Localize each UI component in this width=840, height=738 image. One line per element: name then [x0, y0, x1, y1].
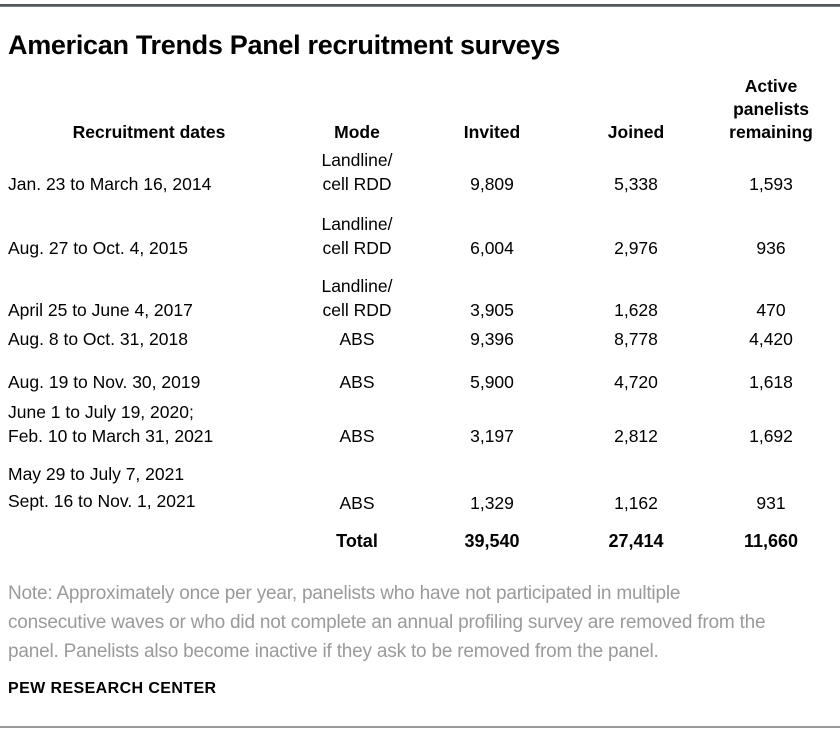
table-row: April 25 to June 4, 2017 Landline/ cell …: [8, 260, 830, 322]
header-mode: Mode: [334, 122, 380, 142]
invited-cell: 1,329: [470, 493, 514, 513]
joined-cell: 1,628: [614, 300, 658, 320]
table-row: Aug. 8 to Oct. 31, 2018 ABS 9,396 8,778 …: [8, 322, 830, 351]
mode-cell: ABS: [339, 372, 375, 392]
invited-cell: 9,396: [470, 329, 514, 349]
dates-cell: Aug. 27 to Oct. 4, 2015: [8, 238, 188, 258]
header-joined: Joined: [607, 122, 665, 142]
active-cell: 936: [756, 238, 786, 258]
table-row: June 1 to July 19, 2020; Feb. 10 to Marc…: [8, 394, 830, 448]
top-divider-rule: [0, 4, 840, 7]
invited-cell: 3,905: [470, 300, 514, 320]
total-label: Total: [336, 531, 378, 551]
active-cell: 1,593: [749, 174, 793, 194]
joined-cell: 2,812: [614, 426, 658, 446]
recruitment-surveys-table: Recruitment dates Mode Invited Joined Ac…: [8, 75, 830, 553]
active-cell: 1,692: [749, 426, 793, 446]
joined-cell: 5,338: [614, 174, 658, 194]
active-cell: 1,618: [749, 372, 793, 392]
dates-cell: [8, 515, 290, 553]
table-row: Aug. 19 to Nov. 30, 2019 ABS 5,900 4,720…: [8, 351, 830, 394]
mode-cell: Landline/ cell RDD: [321, 150, 393, 194]
header-active-panelists-remaining: Active panelists remaining: [729, 76, 813, 142]
mode-cell: ABS: [339, 426, 375, 446]
invited-cell: 6,004: [470, 238, 514, 258]
table-header: Recruitment dates Mode Invited Joined Ac…: [8, 75, 830, 144]
active-cell: 4,420: [749, 329, 793, 349]
page-title: American Trends Panel recruitment survey…: [8, 30, 560, 60]
active-cell: 470: [756, 300, 786, 320]
dates-cell: April 25 to June 4, 2017: [8, 300, 193, 320]
dates-cell: June 1 to July 19, 2020; Feb. 10 to Marc…: [8, 402, 214, 446]
table-row: Jan. 23 to March 16, 2014 Landline/ cell…: [8, 144, 830, 196]
header-invited: Invited: [463, 122, 521, 142]
invited-cell: 5,900: [470, 372, 514, 392]
mode-cell: Landline/ cell RDD: [321, 276, 393, 320]
invited-cell: 3,197: [470, 426, 514, 446]
dates-cell: May 29 to July 7, 2021 Sept. 16 to Nov. …: [8, 464, 196, 511]
active-total-cell: 11,660: [743, 531, 799, 551]
invited-cell: 9,809: [470, 174, 514, 194]
mode-cell: Landline/ cell RDD: [321, 214, 393, 258]
joined-cell: 1,162: [614, 493, 658, 513]
mode-cell: ABS: [339, 493, 375, 513]
active-cell: 931: [756, 493, 786, 513]
table-row: May 29 to July 7, 2021 Sept. 16 to Nov. …: [8, 448, 830, 515]
table-row: Aug. 27 to Oct. 4, 2015 Landline/ cell R…: [8, 196, 830, 260]
mode-cell: ABS: [339, 329, 375, 349]
bottom-divider-rule: [0, 726, 840, 728]
invited-total-cell: 39,540: [464, 531, 520, 551]
table-note: Note: Approximately once per year, panel…: [8, 583, 766, 662]
dates-cell: Aug. 8 to Oct. 31, 2018: [8, 329, 188, 349]
joined-cell: 4,720: [614, 372, 658, 392]
joined-cell: 8,778: [614, 329, 658, 349]
table-body: Jan. 23 to March 16, 2014 Landline/ cell…: [8, 144, 830, 553]
table-total-row: Total 39,540 27,414 11,660: [8, 515, 830, 553]
joined-total-cell: 27,414: [608, 531, 664, 551]
header-recruitment-dates: Recruitment dates: [72, 122, 226, 142]
table-header-row: Recruitment dates Mode Invited Joined Ac…: [8, 75, 830, 144]
dates-cell: Aug. 19 to Nov. 30, 2019: [8, 372, 201, 392]
joined-cell: 2,976: [614, 238, 658, 258]
source-attribution: PEW RESEARCH CENTER: [8, 680, 217, 697]
dates-cell: Jan. 23 to March 16, 2014: [8, 174, 212, 194]
